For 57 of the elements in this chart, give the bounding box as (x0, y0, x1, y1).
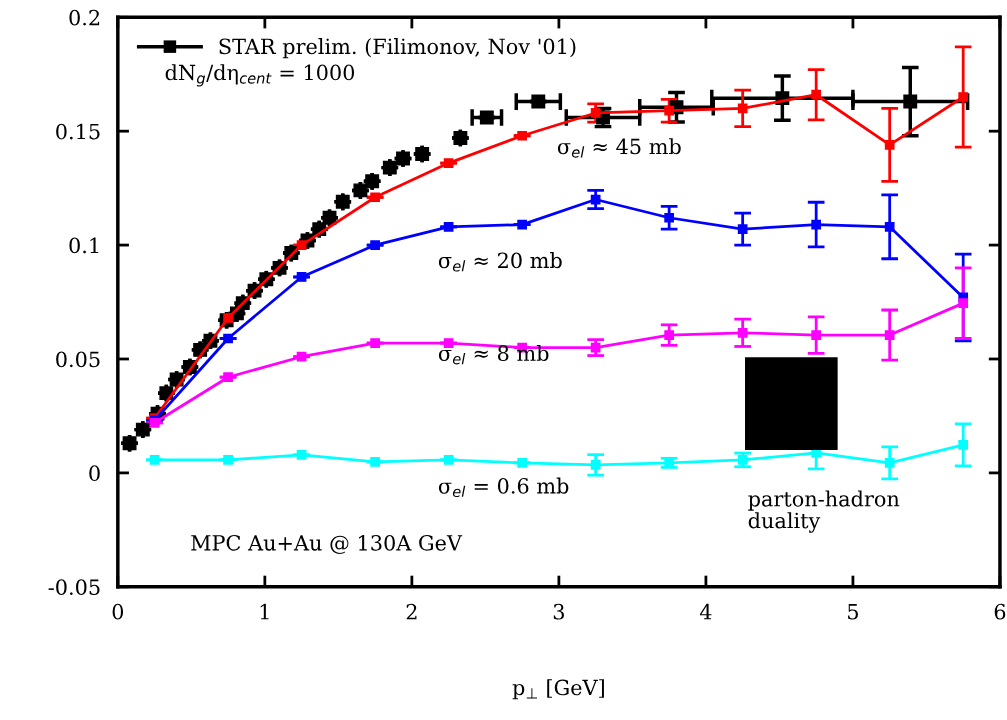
x-tick-label: 5 (848, 604, 858, 620)
annotation: σ$_{el}$ ≈ 8 mb (438, 344, 549, 365)
point (590, 194, 601, 205)
point (737, 455, 748, 465)
point (223, 372, 233, 383)
point (223, 333, 233, 344)
annotation: dN$_{g}$/dη$_{cent}$ = 1000 (165, 64, 355, 87)
point (737, 103, 748, 114)
point (370, 192, 380, 203)
point (664, 330, 675, 340)
x-tick-label: 6 (994, 603, 1006, 620)
x-tick-label: 1 (260, 603, 269, 620)
point (811, 330, 822, 340)
point (517, 130, 527, 141)
point (122, 436, 137, 451)
x-tick-label: 2 (406, 603, 417, 620)
legend-label: STAR prelim. (Filimonov, Nov '01) (219, 38, 576, 59)
point (737, 327, 748, 338)
y-tick-label: 0 (89, 465, 100, 482)
x-axis-title: p$_{⊥}$ [GeV] (512, 679, 604, 700)
point (958, 92, 969, 102)
x-tick-label: 4 (699, 603, 712, 620)
y-tick-label: 0.1 (69, 237, 99, 254)
point (884, 139, 895, 150)
point (531, 94, 546, 109)
y-tick-label: -0.05 (48, 579, 100, 596)
point (884, 330, 895, 340)
point (479, 110, 494, 125)
x-tick-label: 0 (112, 603, 124, 620)
annotation: σ$_{el}$ ≈ 20 mb (438, 252, 562, 272)
point (517, 219, 527, 230)
point (811, 89, 822, 100)
point (664, 105, 675, 116)
point (884, 458, 895, 468)
annotation: σ$_{el}$ = 0.6 mb (438, 477, 569, 498)
point (135, 422, 150, 437)
point (884, 222, 895, 232)
x-tick-label: 3 (553, 603, 564, 620)
point (590, 108, 601, 118)
annotation: MPC Au+Au @ 130A GeV (191, 534, 463, 555)
point (903, 94, 918, 109)
y-tick-label: 0.2 (69, 9, 100, 26)
point (590, 460, 601, 470)
point (590, 342, 601, 353)
annotation: parton-hadron duality (748, 490, 900, 533)
point (811, 219, 822, 230)
point (664, 212, 675, 223)
y-tick-label: 0.05 (56, 351, 100, 368)
point (958, 440, 969, 450)
y-tick-label: 0.15 (56, 123, 100, 140)
point (958, 298, 969, 309)
point (737, 224, 748, 235)
point (453, 131, 468, 145)
point (335, 194, 350, 209)
point (296, 351, 307, 362)
annotation: σ$_{el}$ ≈ 45 mb (557, 138, 681, 158)
point (664, 458, 675, 468)
